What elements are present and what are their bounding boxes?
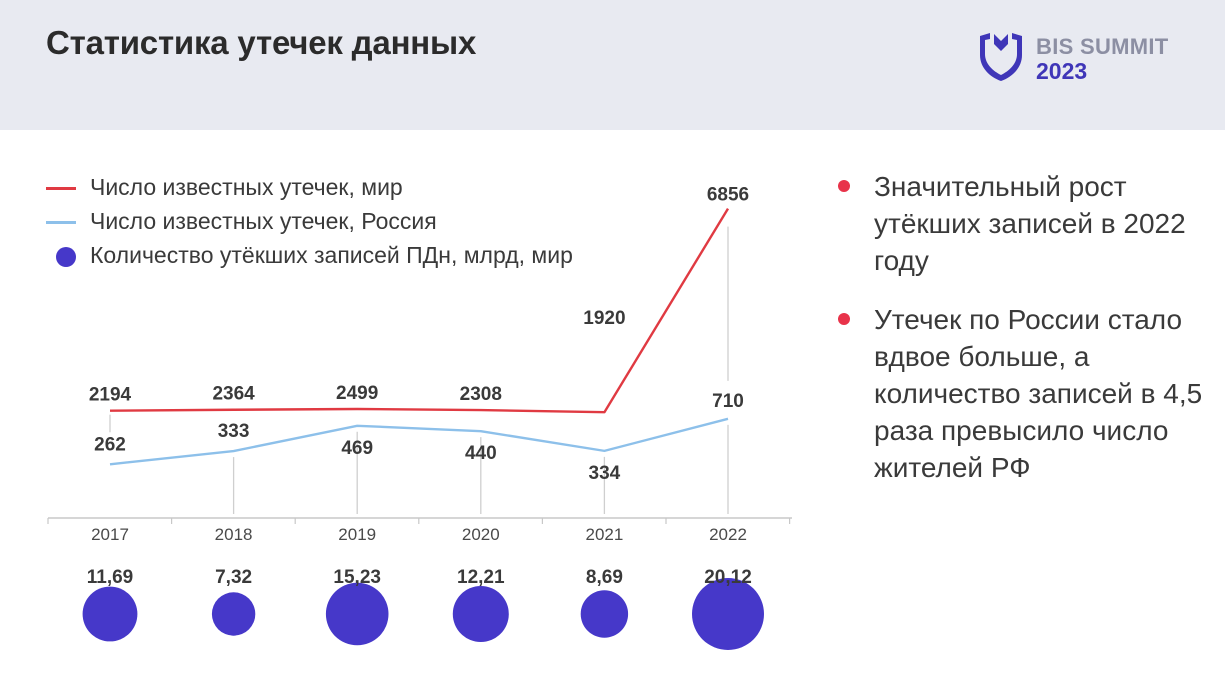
logo-text-bis-summit: BIS SUMMIT <box>1036 34 1169 59</box>
bubble-records <box>211 592 256 636</box>
bullet-list: Значительный рост утёкших записей в 2022… <box>838 168 1218 508</box>
bis-summit-logo: BIS SUMMIT 2023 <box>976 30 1186 86</box>
data-label-russia: 710 <box>712 391 744 412</box>
shield-logo-icon <box>980 33 1022 81</box>
bullet-dot-icon <box>838 313 850 325</box>
bubble-label: 12,21 <box>457 567 505 588</box>
bullet-item: Утечек по России стало вдвое больше, а к… <box>838 301 1218 486</box>
legend-label: Число известных утечек, Россия <box>90 208 437 234</box>
data-label-world: 2194 <box>89 385 132 406</box>
data-label-world: 1920 <box>583 308 625 329</box>
bubble-records <box>325 582 389 646</box>
bullet-text: Утечек по России стало вдвое больше, а к… <box>874 304 1203 483</box>
bubble-label: 20,12 <box>704 567 752 588</box>
data-label-russia: 334 <box>589 463 621 484</box>
data-label-world: 6856 <box>707 185 749 206</box>
series-line-world <box>109 208 730 414</box>
bubble-records <box>82 586 138 642</box>
bubble-label: 11,69 <box>87 567 134 588</box>
bubble-label: 7,32 <box>215 567 252 588</box>
data-label-russia: 440 <box>465 443 497 464</box>
bubble-label: 15,23 <box>333 567 381 588</box>
data-label-world: 2499 <box>336 383 378 404</box>
legend-blue-line-icon <box>46 221 76 224</box>
logo-text-year: 2023 <box>1036 58 1088 84</box>
x-tick-label: 2020 <box>462 525 500 544</box>
bubble-records <box>692 578 764 650</box>
legend-dot-icon <box>56 247 76 267</box>
bullet-item: Значительный рост утёкших записей в 2022… <box>838 168 1218 279</box>
series-line-russia <box>109 417 729 466</box>
data-label-russia: 469 <box>341 438 373 459</box>
leaks-chart: 2017 2018 2019 2020 2021 2022 2194 2364 2499 2308… <box>47 185 792 650</box>
bubble-records <box>452 586 509 642</box>
x-tick-label: 2021 <box>585 525 623 544</box>
legend-label: Количество утёкших записей ПДн, млрд, ми… <box>90 242 573 268</box>
x-tick-label: 2018 <box>215 525 253 544</box>
bullet-dot-icon <box>838 180 850 192</box>
page-title: Статистика утечек данных <box>46 24 477 61</box>
data-label-world: 2364 <box>212 384 255 405</box>
bullet-text: Значительный рост утёкших записей в 2022… <box>874 171 1186 276</box>
x-tick-label: 2017 <box>91 525 129 544</box>
x-tick-label: 2019 <box>338 525 376 544</box>
data-label-russia: 262 <box>94 434 126 455</box>
bubble-records <box>580 590 629 638</box>
header-band: Статистика утечек данных BIS SUMMIT 2023 <box>0 0 1225 130</box>
data-label-russia: 333 <box>218 421 250 442</box>
bubble-label: 8,69 <box>586 567 623 588</box>
legend-red-line-icon <box>46 187 76 190</box>
legend-label: Число известных утечек, мир <box>90 174 403 200</box>
data-label-world: 2308 <box>460 384 502 405</box>
x-tick-label: 2022 <box>709 525 747 544</box>
